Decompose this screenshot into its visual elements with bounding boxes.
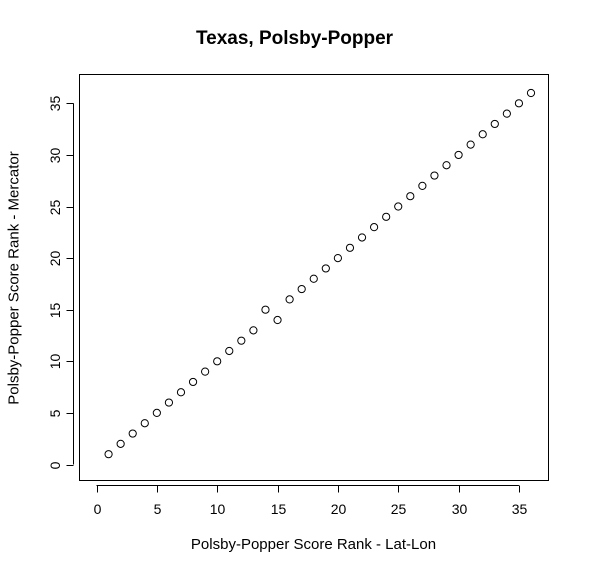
data-point — [490, 119, 499, 129]
data-point — [382, 212, 391, 221]
y-tick-label: 10 — [47, 354, 63, 370]
y-tick-label: 20 — [47, 251, 63, 267]
x-tick-label: 5 — [154, 501, 162, 517]
data-point — [454, 150, 463, 160]
y-tick-label: 0 — [47, 461, 63, 469]
x-tick-label: 25 — [391, 501, 407, 517]
y-tick-label: 5 — [47, 409, 63, 417]
data-point — [261, 305, 270, 314]
data-point — [442, 161, 451, 170]
data-point — [213, 357, 222, 366]
x-tick-label: 35 — [512, 501, 528, 517]
x-axis: 0 5 10 15 20 25 30 35 — [94, 485, 528, 517]
data-point — [188, 377, 198, 387]
plot-frame — [79, 74, 549, 481]
x-axis-label: Polsby-Popper Score Rank - Lat-Lon — [190, 536, 437, 553]
x-tick-label: 15 — [271, 501, 287, 517]
data-point — [297, 284, 306, 294]
data-point — [321, 264, 330, 273]
data-point — [140, 419, 149, 428]
x-tick-label: 0 — [94, 501, 102, 517]
data-point — [285, 295, 294, 304]
data-point — [104, 450, 113, 459]
data-point — [128, 429, 137, 438]
data-point — [309, 274, 318, 283]
x-tick-label: 10 — [210, 501, 226, 517]
data-point — [514, 99, 524, 108]
data-point — [237, 336, 246, 345]
data-point — [418, 181, 427, 190]
data-point — [152, 408, 161, 418]
y-tick-label: 25 — [47, 200, 63, 216]
data-point — [164, 398, 174, 407]
data-point — [394, 202, 403, 211]
chart-title: Texas, Polsby-Popper — [195, 28, 394, 49]
data-point — [273, 315, 282, 325]
y-axis-label: Polsby-Popper Score Rank - Mercator — [5, 151, 23, 405]
y-tick-label: 30 — [47, 148, 63, 164]
data-point — [369, 223, 379, 232]
data-point — [478, 130, 487, 139]
data-point — [466, 140, 475, 149]
data-point — [176, 388, 186, 397]
data-point — [526, 88, 536, 98]
data-point — [406, 192, 415, 201]
y-tick-label: 15 — [47, 303, 63, 319]
data-point — [502, 109, 511, 118]
x-tick-label: 20 — [331, 501, 347, 517]
x-tick-label: 30 — [452, 501, 468, 517]
data-point — [116, 439, 125, 448]
data-point — [201, 367, 210, 376]
y-axis: 0 5 10 15 20 25 30 35 — [47, 96, 74, 469]
data-points — [104, 88, 536, 459]
data-point — [430, 171, 439, 180]
y-tick-label: 35 — [47, 96, 63, 112]
data-point — [333, 254, 342, 263]
data-point — [249, 326, 258, 335]
data-point — [225, 346, 234, 356]
data-point — [345, 243, 355, 252]
data-point — [357, 233, 367, 242]
